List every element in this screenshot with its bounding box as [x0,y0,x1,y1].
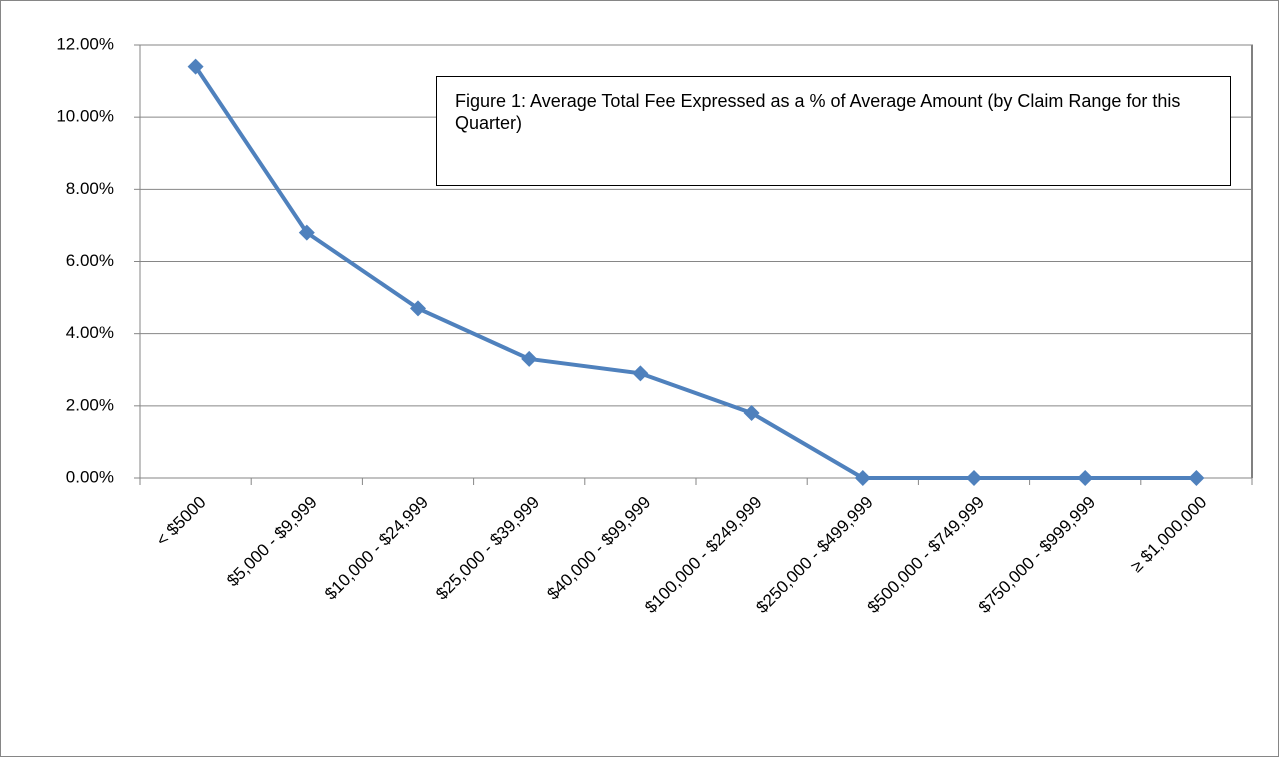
y-tick-label: 2.00% [66,395,114,414]
marker [854,470,871,486]
y-tick-label: 0.00% [66,467,114,486]
marker [632,365,649,382]
y-tick-label: 10.00% [56,107,114,126]
y-tick-label: 6.00% [66,251,114,270]
marker [1188,470,1205,486]
y-tick-label: 12.00% [56,34,114,53]
marker [298,224,315,241]
marker [187,58,204,75]
marker [410,300,426,317]
marker [1077,470,1094,486]
marker [966,470,982,486]
y-tick-label: 4.00% [66,323,114,342]
chart-title: Figure 1: Average Total Fee Expressed as… [436,76,1231,186]
y-tick-label: 8.00% [66,179,114,198]
line [193,65,1197,480]
marker [743,405,760,422]
marker [521,350,538,367]
